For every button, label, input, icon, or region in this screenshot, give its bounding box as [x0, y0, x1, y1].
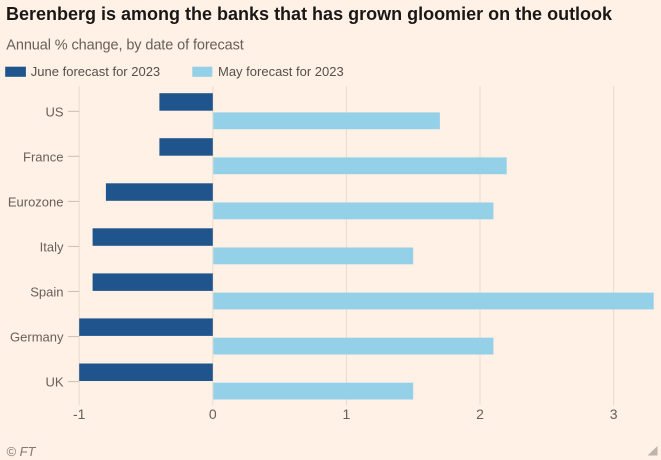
- svg-text:1: 1: [343, 406, 351, 422]
- svg-text:3: 3: [610, 406, 618, 422]
- svg-text:2: 2: [476, 406, 484, 422]
- svg-text:May forecast for 2023: May forecast for 2023: [218, 64, 344, 79]
- svg-text:UK: UK: [45, 375, 63, 390]
- svg-text:Eurozone: Eurozone: [8, 194, 64, 209]
- svg-text:June forecast for 2023: June forecast for 2023: [31, 64, 160, 79]
- svg-text:Germany: Germany: [10, 330, 64, 345]
- svg-text:Berenberg is among the banks t: Berenberg is among the banks that has gr…: [6, 4, 613, 24]
- svg-text:Italy: Italy: [40, 239, 64, 254]
- svg-text:0: 0: [209, 406, 217, 422]
- svg-text:US: US: [45, 104, 63, 119]
- svg-text:Spain: Spain: [30, 285, 63, 300]
- svg-text:© FT: © FT: [6, 444, 36, 459]
- svg-text:France: France: [23, 149, 63, 164]
- svg-text:-1: -1: [73, 406, 86, 422]
- svg-text:Annual % change, by date of fo: Annual % change, by date of forecast: [6, 38, 243, 54]
